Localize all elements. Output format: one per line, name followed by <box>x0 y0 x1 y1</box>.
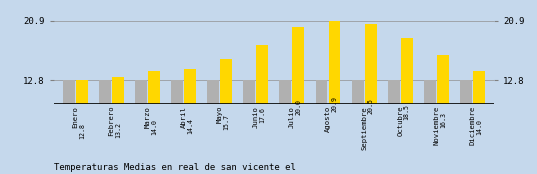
Bar <box>437 55 449 174</box>
Bar <box>207 80 219 174</box>
Text: 17.6: 17.6 <box>259 107 265 123</box>
Text: 20.0: 20.0 <box>295 99 301 115</box>
Bar <box>63 80 75 174</box>
Text: Temperaturas Medias en real de san vicente el: Temperaturas Medias en real de san vicen… <box>54 163 295 172</box>
Bar <box>171 80 183 174</box>
Text: 18.5: 18.5 <box>404 104 410 120</box>
Text: 20.9: 20.9 <box>331 96 338 112</box>
Bar <box>329 21 340 174</box>
Bar <box>293 27 304 174</box>
Bar <box>388 80 400 174</box>
Bar <box>365 24 376 174</box>
Bar <box>473 72 485 174</box>
Text: 20.5: 20.5 <box>368 98 374 114</box>
Bar <box>316 80 328 174</box>
Bar <box>279 80 292 174</box>
Bar <box>352 80 364 174</box>
Bar <box>256 45 268 174</box>
Bar <box>424 80 436 174</box>
Text: 15.7: 15.7 <box>223 114 229 130</box>
Bar <box>460 80 472 174</box>
Bar <box>220 59 232 174</box>
Text: 14.4: 14.4 <box>187 118 193 134</box>
Text: 13.2: 13.2 <box>115 122 121 138</box>
Bar <box>184 69 196 174</box>
Bar <box>243 80 255 174</box>
Bar <box>76 80 88 174</box>
Bar <box>99 80 111 174</box>
Text: 12.8: 12.8 <box>79 123 85 139</box>
Bar <box>135 80 147 174</box>
Text: 14.0: 14.0 <box>476 119 482 135</box>
Text: 16.3: 16.3 <box>440 112 446 128</box>
Bar <box>401 38 412 174</box>
Text: 14.0: 14.0 <box>151 119 157 135</box>
Bar <box>112 77 124 174</box>
Bar <box>148 72 160 174</box>
